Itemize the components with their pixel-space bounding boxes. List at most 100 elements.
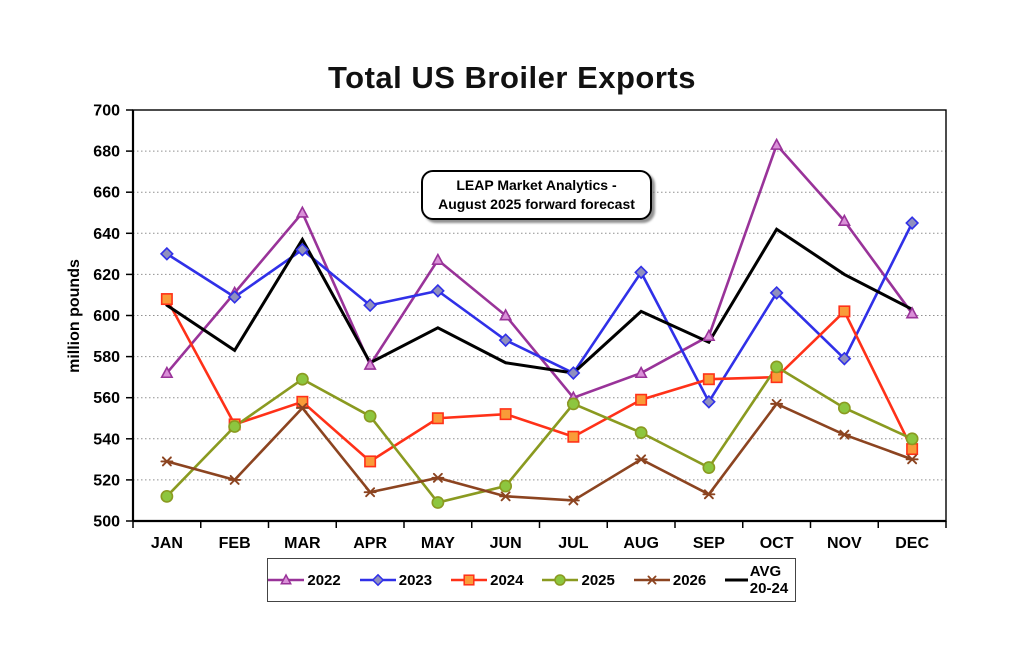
x-tick-label: FEB: [219, 535, 251, 552]
marker-2023-apr: [363, 298, 378, 313]
legend-item-2025: 2025: [541, 571, 615, 589]
legend-marker-diamond-icon: [359, 573, 396, 587]
legend: 2022 2023 2024 2025 2026 AVG 20-24: [267, 558, 796, 602]
marker-2025-nov: [837, 401, 851, 415]
marker-2022-jan: [160, 365, 174, 379]
legend-marker-asterisk-icon: [633, 575, 670, 585]
marker-2022-dec: [905, 306, 919, 319]
marker-2022-mar: [295, 205, 309, 218]
marker-2024-sep: [702, 373, 715, 386]
legend-item-2024: 2024: [450, 572, 523, 589]
marker-2026-nov: [839, 429, 850, 440]
marker-2024-may: [431, 412, 444, 425]
marker-2026-may: [432, 472, 443, 483]
legend-marker-glyph: [647, 575, 657, 585]
legend-label: 2023: [398, 571, 433, 589]
series-line-2026: [165, 402, 914, 502]
x-tick-label: JUL: [558, 535, 588, 552]
marker-2023-mar: [295, 242, 310, 257]
y-tick-label: 660: [93, 185, 120, 202]
y-tick-label: 620: [93, 267, 120, 284]
marker-2025-dec: [905, 432, 919, 446]
marker-2022-nov: [837, 213, 851, 226]
marker-2023-jan: [159, 246, 174, 261]
annotation-line-1: LEAP Market Analytics -: [456, 177, 617, 194]
marker-2023-jun: [498, 333, 513, 348]
marker-2025-sep: [702, 461, 716, 474]
x-tick-label: MAR: [284, 535, 321, 552]
marker-2025-jun: [499, 479, 513, 493]
marker-2024-jan: [160, 293, 173, 306]
marker-2023-aug: [634, 265, 649, 280]
marker-2026-jun: [500, 491, 511, 502]
marker-2026-sep: [703, 489, 714, 500]
marker-2023-oct: [769, 285, 784, 300]
marker-2025-mar: [295, 372, 309, 386]
marker-2026-oct: [771, 398, 782, 409]
marker-2024-jun: [499, 408, 512, 421]
marker-2022-may: [431, 252, 445, 266]
marker-2022-jun: [499, 308, 513, 321]
y-tick-label: 680: [93, 144, 120, 161]
marker-2023-may: [430, 283, 445, 298]
legend-label: 2024: [490, 571, 524, 589]
legend-item-2023: 2023: [359, 572, 432, 589]
y-tick-label: 580: [93, 349, 120, 366]
marker-2026-feb: [229, 474, 240, 485]
marker-2026-apr: [365, 487, 376, 498]
marker-2022-oct: [770, 137, 784, 150]
marker-2026-dec: [907, 454, 918, 465]
x-tick-label: SEP: [693, 535, 725, 552]
y-tick-label: 520: [93, 472, 120, 489]
marker-2022-sep: [702, 328, 716, 342]
marker-2025-jan: [160, 489, 174, 503]
marker-2024-aug: [635, 393, 648, 406]
legend-label: 2025: [581, 571, 615, 589]
legend-marker-glyph: [280, 573, 293, 585]
marker-2024-nov: [838, 305, 851, 318]
x-tick-label: NOV: [827, 535, 862, 552]
legend-label: 2022: [307, 571, 341, 589]
chart-title: Total US Broiler Exports: [328, 60, 696, 95]
legend-marker-circle-icon: [542, 574, 579, 586]
legend-item-2022: 2022: [267, 571, 341, 589]
marker-2026-aug: [636, 454, 647, 465]
legend-marker-square-icon: [451, 574, 488, 586]
series-line-2023: [165, 221, 914, 405]
marker-2023-sep: [701, 394, 716, 409]
legend-item-avg-20-24: AVG 20-24: [724, 563, 795, 597]
x-tick-label: AUG: [623, 535, 659, 552]
marker-2024-dec: [906, 443, 919, 456]
marker-2026-jul: [568, 495, 579, 506]
marker-2023-jul: [566, 366, 581, 380]
legend-label: 2026: [672, 571, 707, 589]
annotation-box: LEAP Market Analytics - August 2025 forw…: [421, 170, 652, 220]
y-tick-label: 640: [93, 226, 120, 243]
legend-marker-triangle-icon: [268, 573, 305, 585]
x-tick-label: JAN: [151, 535, 183, 552]
marker-2025-jul: [566, 397, 580, 411]
marker-2025-oct: [770, 360, 784, 374]
legend-marker-glyph: [463, 574, 475, 586]
y-tick-label: 560: [93, 390, 120, 407]
marker-2023-nov: [837, 351, 852, 366]
marker-2025-apr: [363, 409, 377, 423]
marker-2022-aug: [634, 365, 648, 379]
series-line-2025: [165, 365, 914, 504]
y-tick-label: 540: [93, 431, 120, 448]
marker-2022-apr: [363, 357, 377, 370]
y-tick-label: 700: [93, 103, 120, 120]
x-tick-label: MAY: [421, 535, 455, 552]
marker-2025-aug: [634, 426, 648, 440]
legend-item-2026: 2026: [633, 572, 706, 589]
marker-2023-feb: [227, 290, 242, 304]
marker-2025-feb: [228, 420, 242, 433]
y-tick-label: 600: [93, 308, 120, 325]
x-tick-label: DEC: [895, 535, 929, 552]
annotation-line-2: August 2025 forward forecast: [438, 196, 635, 212]
legend-marker-line-icon: [725, 578, 748, 582]
marker-2025-may: [431, 496, 445, 509]
marker-2024-oct: [770, 371, 783, 384]
